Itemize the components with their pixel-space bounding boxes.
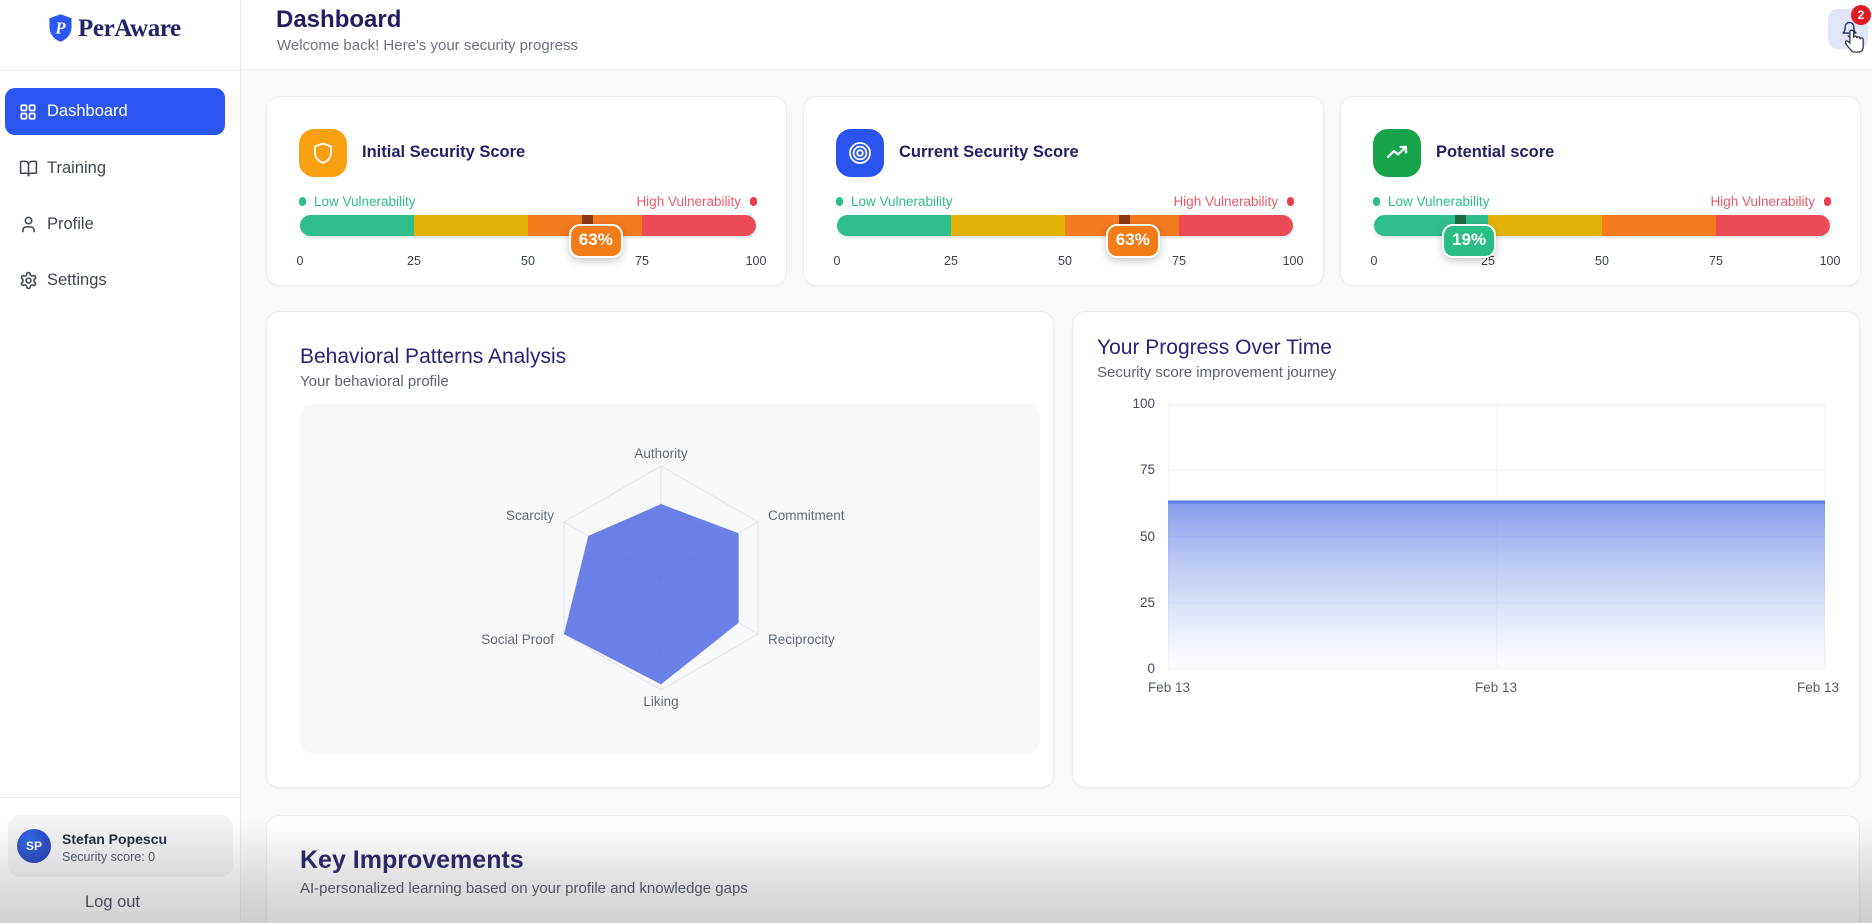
svg-text:P: P <box>54 19 66 38</box>
